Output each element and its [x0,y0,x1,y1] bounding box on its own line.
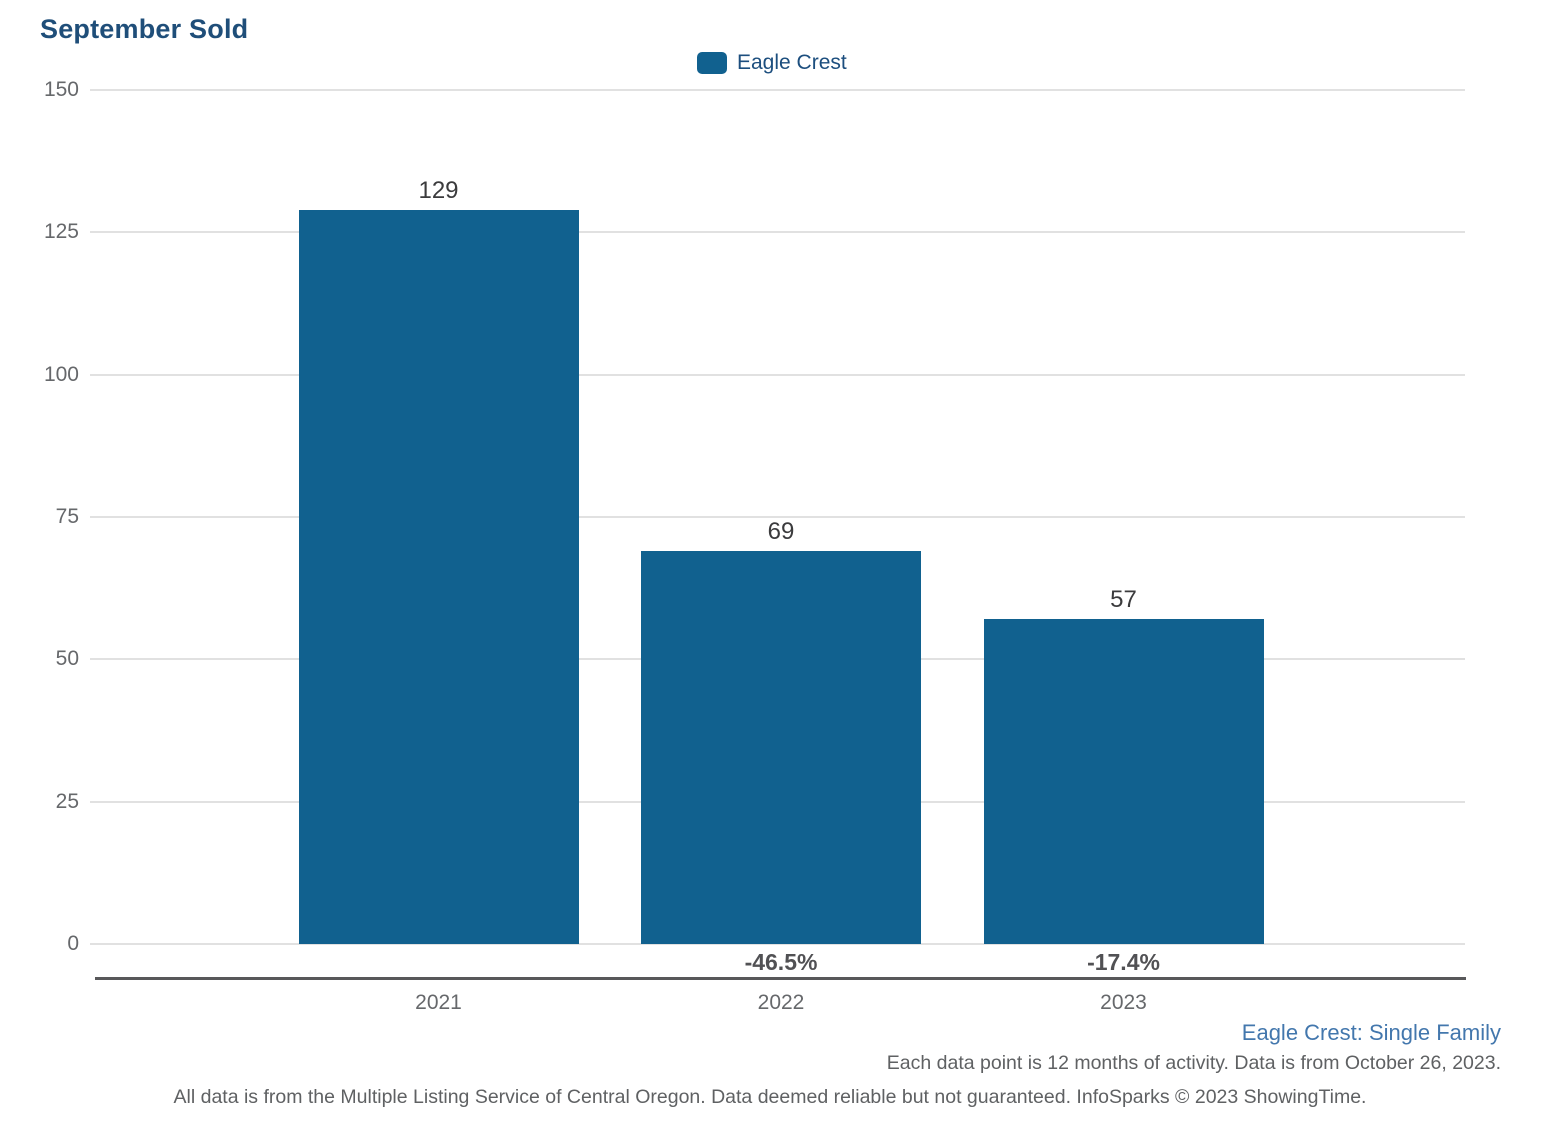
chart-title: September Sold [40,14,249,44]
bar-value-label: 129 [418,176,459,204]
bar-2022[interactable] [641,551,921,944]
gridline-y-125 [90,231,1465,234]
data-note-text: Each data point is 12 months of activity… [886,1052,1501,1074]
y-axis-tick-label: 75 [55,505,79,528]
bar-2021[interactable] [298,209,579,944]
legend-series-label: Eagle Crest [737,51,847,74]
bar-value-label: 57 [1110,586,1137,614]
pct-change-label: -17.4% [1087,949,1160,975]
x-axis-tick-label: 2023 [1100,991,1147,1014]
bar-2023[interactable] [983,619,1264,944]
disclaimer-text: All data is from the Multiple Listing Se… [173,1086,1367,1108]
gridline-y-75 [90,516,1465,518]
y-axis-tick-label: 25 [55,789,79,813]
gridline-y-150 [90,89,1465,91]
gridline-y-0 [90,943,1465,945]
y-axis-tick-label: 100 [43,362,79,386]
bar-value-label: 69 [767,518,795,546]
y-axis-tick-label: 150 [43,78,79,101]
gridline-y-100 [90,373,1465,376]
legend[interactable]: Eagle Crest [697,51,847,75]
x-axis-tick-label: 2021 [415,991,462,1014]
y-axis-tick-label: 50 [55,647,79,671]
y-axis-tick-label: 0 [67,932,79,955]
legend-swatch-icon [697,52,727,74]
x-axis-tick-label: 2022 [757,991,805,1014]
pct-change-label: -46.5% [744,949,818,975]
y-axis-tick-label: 125 [43,220,79,244]
segment-description-link[interactable]: Eagle Crest: Single Family [1241,1020,1501,1045]
x-axis-line [95,977,1466,980]
